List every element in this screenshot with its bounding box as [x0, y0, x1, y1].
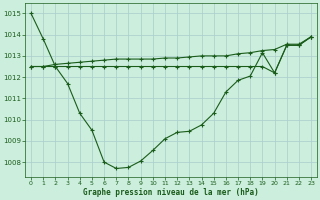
X-axis label: Graphe pression niveau de la mer (hPa): Graphe pression niveau de la mer (hPa) — [83, 188, 259, 197]
